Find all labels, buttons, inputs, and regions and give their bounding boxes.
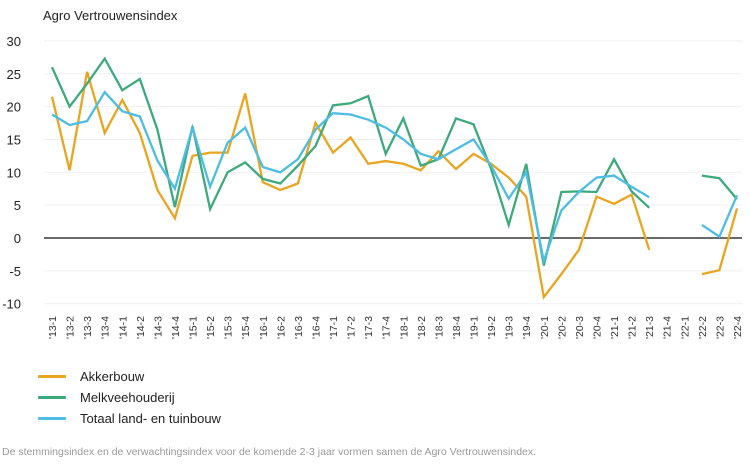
y-axis-ticks: 30 25 20 15 10 5 0 -5 -10 (2, 34, 21, 312)
y-tick-label: 5 (14, 198, 21, 213)
y-tick-label: 25 (7, 67, 21, 82)
legend-label: Melkveehouderij (80, 390, 175, 405)
legend: Akkerbouw Melkveehouderij Totaal land- e… (38, 366, 221, 429)
x-tick-label: '20-3 (574, 316, 586, 339)
x-tick-label: '22-3 (714, 316, 726, 339)
x-tick-label: '14-3 (152, 316, 164, 339)
series-lines (50, 56, 739, 300)
series-line-2 (51, 90, 739, 266)
x-tick-label: '13-1 (47, 316, 59, 339)
x-tick-label: '15-3 (223, 316, 235, 339)
legend-item-melkveehouderij: Melkveehouderij (38, 387, 221, 408)
x-tick-label: '20-1 (539, 316, 551, 339)
gridlines (44, 40, 742, 305)
x-tick-label: '20-2 (556, 316, 568, 339)
legend-swatch (38, 375, 66, 378)
x-tick-label: '21-1 (609, 316, 621, 339)
x-tick-label: '14-1 (117, 316, 129, 339)
legend-item-akkerbouw: Akkerbouw (38, 366, 221, 387)
x-tick-label: '18-2 (416, 316, 428, 339)
x-tick-label: '19-4 (521, 316, 533, 339)
chart-title: Agro Vertrouwensindex (43, 8, 178, 23)
x-tick-label: '18-1 (398, 316, 410, 339)
x-tick-label: '13-3 (82, 316, 94, 339)
x-tick-label: '15-2 (205, 316, 217, 339)
x-axis-ticks: '13-1 '13-2 '13-3 '13-4 '14-1 '14-2 '14-3 '14-4… (47, 316, 744, 339)
x-tick-label: '21-2 (627, 316, 639, 339)
x-tick-label: '18-3 (433, 316, 445, 339)
y-tick-label: 30 (7, 34, 21, 49)
x-tick-label: '19-1 (469, 316, 481, 339)
x-tick-label: '17-1 (328, 316, 340, 339)
x-tick-label: '14-2 (135, 316, 147, 339)
x-tick-label: '17-3 (363, 316, 375, 339)
x-tick-label: '15-1 (188, 316, 200, 339)
legend-label: Totaal land- en tuinbouw (80, 411, 221, 426)
x-tick-label: '19-3 (504, 316, 516, 339)
y-tick-label: 10 (7, 165, 21, 180)
x-tick-label: '16-1 (258, 316, 270, 339)
y-tick-label: 0 (14, 231, 21, 246)
x-tick-label: '22-2 (697, 316, 709, 339)
x-tick-label: '16-3 (293, 316, 305, 339)
x-tick-label: '16-2 (275, 316, 287, 339)
legend-item-totaal: Totaal land- en tuinbouw (38, 408, 221, 429)
x-tick-label: '14-4 (170, 316, 182, 339)
x-tick-label: '13-4 (100, 316, 112, 339)
x-tick-label: '15-4 (240, 316, 252, 339)
legend-label: Akkerbouw (80, 369, 145, 384)
series-line-0 (50, 71, 739, 300)
x-tick-label: '22-4 (732, 316, 744, 339)
y-tick-label: 15 (7, 132, 21, 147)
x-tick-label: '18-4 (451, 316, 463, 339)
legend-swatch (38, 396, 66, 399)
x-tick-label: '21-3 (644, 316, 656, 339)
x-tick-label: '17-2 (346, 316, 358, 339)
legend-swatch (38, 417, 66, 420)
x-tick-label: '13-2 (65, 316, 77, 339)
x-tick-label: '22-1 (679, 316, 691, 339)
x-tick-label: '21-4 (662, 316, 674, 339)
x-tick-label: '16-4 (310, 316, 322, 339)
y-tick-label: -10 (2, 297, 21, 312)
y-tick-label: 20 (7, 100, 21, 115)
x-tick-label: '20-4 (591, 316, 603, 339)
y-tick-label: -5 (9, 264, 21, 279)
footnote: De stemmingsindex en de verwachtingsinde… (2, 446, 537, 458)
x-tick-label: '19-2 (486, 316, 498, 339)
x-tick-label: '17-4 (381, 316, 393, 339)
